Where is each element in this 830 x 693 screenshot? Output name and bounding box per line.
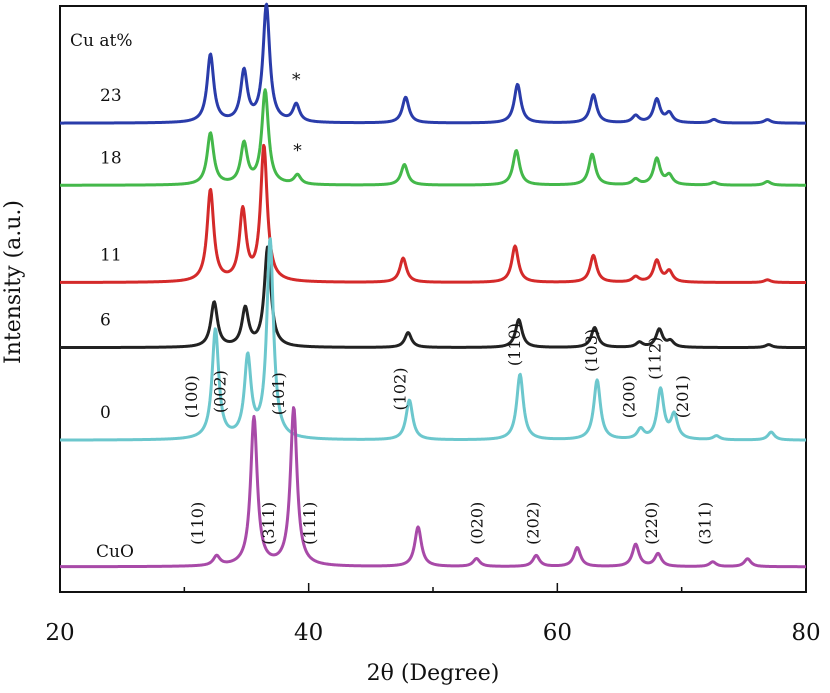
legend-title: Cu at% bbox=[70, 31, 132, 51]
series-label: 11 bbox=[100, 246, 122, 266]
hkl-label: (103) bbox=[582, 329, 601, 372]
series-label: 0 bbox=[100, 403, 111, 423]
series-line bbox=[59, 143, 807, 284]
hkl-label: (100) bbox=[182, 375, 201, 418]
series-group: 6 bbox=[59, 245, 807, 350]
hkl-label: (110) bbox=[505, 323, 524, 366]
hkl-label: (200) bbox=[619, 375, 638, 418]
hkl-label: (020) bbox=[468, 502, 487, 545]
x-tick-label: 40 bbox=[294, 620, 323, 646]
hkl-label: (112) bbox=[646, 337, 665, 380]
series-group: CuO (110) (311) (111) (020) (202) (220) (311) bbox=[59, 406, 807, 569]
series-line bbox=[59, 406, 807, 569]
hkl-label: (110) bbox=[188, 502, 207, 545]
series-group: 11 bbox=[59, 143, 807, 284]
x-tick-label: 60 bbox=[543, 620, 572, 646]
series-group: 23 * bbox=[59, 2, 807, 125]
x-axis-tick-labels: 20 40 60 80 bbox=[45, 620, 820, 646]
x-tick-label: 20 bbox=[45, 620, 74, 646]
series-group: 18 * bbox=[59, 88, 807, 187]
x-axis-ticks bbox=[183, 583, 683, 592]
series-group: 0 (100) (002) (101) (102) (110) (103) (200) (112… bbox=[59, 237, 807, 442]
series-line bbox=[59, 237, 807, 442]
series-label: 18 bbox=[100, 148, 122, 168]
hkl-label: (202) bbox=[524, 502, 543, 545]
series-line bbox=[59, 88, 807, 187]
series-label: 23 bbox=[100, 86, 122, 106]
hkl-label: (002) bbox=[210, 370, 229, 413]
impurity-marker: * bbox=[293, 141, 302, 161]
series-label: CuO bbox=[96, 542, 134, 562]
series-line bbox=[59, 2, 807, 125]
x-tick-label: 80 bbox=[791, 620, 820, 646]
x-axis-title: 2θ (Degree) bbox=[367, 661, 500, 686]
series-layer: 23 * 18 * 11 6 0 (100) (002) (101) (102) (110) (103)… bbox=[59, 2, 807, 569]
hkl-label: (111) bbox=[300, 502, 319, 545]
plot-frame bbox=[59, 5, 807, 593]
hkl-label: (311) bbox=[695, 502, 714, 545]
hkl-label: (201) bbox=[673, 375, 692, 418]
hkl-label: (102) bbox=[391, 368, 410, 411]
impurity-marker: * bbox=[292, 70, 301, 90]
series-line bbox=[59, 245, 807, 350]
hkl-label: (101) bbox=[269, 372, 288, 415]
hkl-label: (220) bbox=[642, 502, 661, 545]
series-label: 6 bbox=[100, 311, 111, 331]
hkl-label: (311) bbox=[259, 502, 278, 545]
y-axis-title: Intensity (a.u.) bbox=[1, 200, 26, 364]
